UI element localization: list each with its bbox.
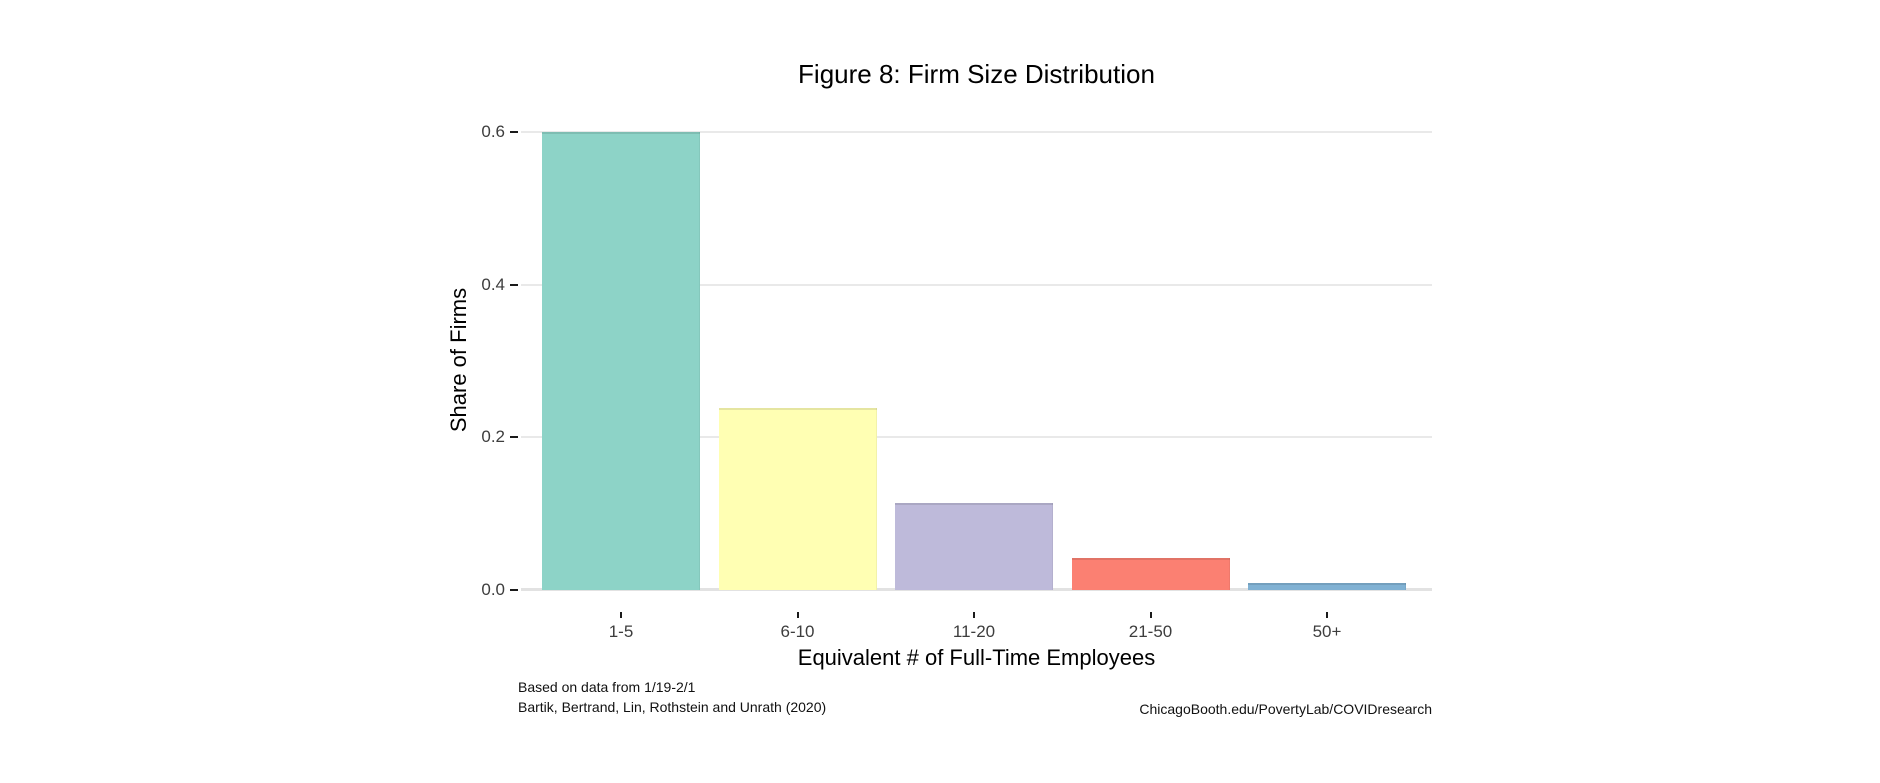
y-tick-label: 0.2 <box>481 427 505 446</box>
y-tick-label: 0.6 <box>481 122 505 141</box>
x-tick-label: 1-5 <box>608 622 634 641</box>
bar-21-50 <box>1071 558 1230 590</box>
x-tick-label: 6-10 <box>780 622 815 641</box>
bar-11-20 <box>895 503 1053 590</box>
y-tick-mark <box>510 436 518 438</box>
y-tick-mark <box>510 283 518 286</box>
y-axis-title: Share of Firms <box>446 287 471 433</box>
x-axis-line <box>521 588 1432 591</box>
x-tick-mark <box>1326 612 1328 618</box>
caption-source: Based on data from 1/19-2/1 Bartik, Bert… <box>518 677 826 717</box>
bar-1-5 <box>542 132 700 590</box>
x-tick-mark <box>796 612 799 618</box>
x-tick-label: 21-50 <box>1128 622 1173 641</box>
chart-title: Figure 8: Firm Size Distribution <box>798 59 1155 89</box>
y-tick-label: 0.4 <box>481 274 505 294</box>
y-tick-mark <box>510 588 518 591</box>
x-tick-label: 50+ <box>1312 622 1342 641</box>
caption-source-line-2: Bartik, Bertrand, Lin, Rothstein and Unr… <box>518 699 827 715</box>
gridline <box>521 131 1432 133</box>
gridline <box>521 283 1432 286</box>
bar-6-10 <box>718 408 877 590</box>
caption-source-line-1: Based on data from 1/19-2/1 <box>518 679 696 695</box>
bar-50-plus <box>1248 583 1406 590</box>
plot-panel: 0.0 0.2 0.4 0.6 1-5 6-10 11-20 21-50 50+ <box>481 109 1432 641</box>
x-tick-mark <box>973 612 975 618</box>
x-axis-title: Equivalent # of Full-Time Employees <box>797 645 1156 670</box>
x-tick-label: 11-20 <box>952 622 996 641</box>
y-tick-label: 0.0 <box>481 579 505 599</box>
y-tick-mark <box>510 131 518 133</box>
gridline <box>521 436 1432 438</box>
x-tick-mark <box>620 612 622 618</box>
x-tick-mark <box>1149 612 1152 618</box>
caption-url: ChicagoBooth.edu/PovertyLab/COVIDresearc… <box>1139 701 1432 717</box>
